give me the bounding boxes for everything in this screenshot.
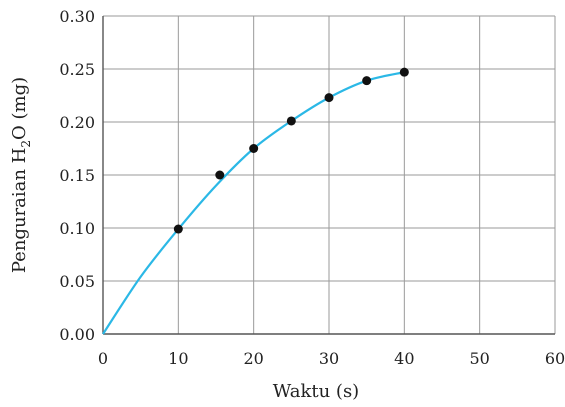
x-tick-label: 20 bbox=[243, 349, 263, 368]
x-tick-label: 50 bbox=[469, 349, 489, 368]
x-tick-label: 10 bbox=[168, 349, 188, 368]
y-tick-label: 0.30 bbox=[59, 7, 95, 26]
data-point bbox=[362, 76, 372, 86]
y-axis-label: Penguraian H2O (mg) bbox=[9, 77, 33, 273]
y-tick-label: 0.20 bbox=[59, 113, 95, 132]
x-tick-label: 30 bbox=[319, 349, 339, 368]
y-axis-label-unit: O (mg) bbox=[9, 77, 30, 140]
data-point bbox=[324, 93, 334, 103]
data-point bbox=[399, 67, 409, 77]
tick-labels: 0 10 20 30 40 50 60 0.00 0.05 0.10 0.15 0.20 0.25 0.3… bbox=[59, 7, 565, 368]
data-point bbox=[249, 144, 259, 153]
data-point bbox=[215, 170, 225, 180]
x-tick-label: 60 bbox=[545, 349, 565, 368]
y-tick-label: 0.15 bbox=[59, 166, 95, 185]
data-point bbox=[173, 224, 183, 234]
y-tick-label: 0.10 bbox=[59, 219, 95, 238]
data-points bbox=[173, 67, 409, 234]
axes bbox=[102, 16, 555, 335]
y-axis-label-subscript: 2 bbox=[19, 140, 33, 148]
y-tick-label: 0.25 bbox=[59, 60, 95, 79]
y-tick-label: 0.05 bbox=[59, 272, 95, 291]
y-tick-label: 0.00 bbox=[59, 325, 95, 344]
x-tick-label: 0 bbox=[98, 349, 108, 368]
grid-lines bbox=[102, 15, 556, 335]
x-tick-label: 40 bbox=[394, 349, 414, 368]
data-point bbox=[286, 116, 296, 126]
y-axis-label-main: Penguraian H bbox=[9, 148, 30, 274]
x-axis-label: Waktu (s) bbox=[273, 381, 359, 402]
